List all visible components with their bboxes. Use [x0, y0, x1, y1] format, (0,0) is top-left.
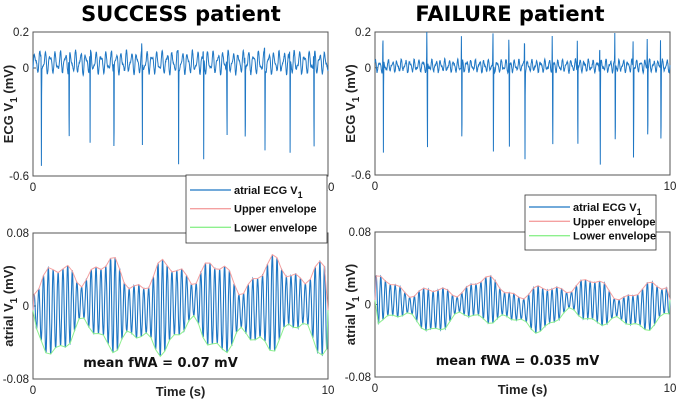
x-axis-label: Time (s) [498, 382, 548, 397]
x-tick-label: 0 [30, 182, 36, 194]
legend-label-sub: 1 [637, 207, 642, 217]
chart-title: FAILURE patient [415, 2, 604, 26]
y-axis-label-main: atrial V [343, 302, 358, 346]
legend-label-sub: 1 [298, 190, 303, 200]
x-tick-label: 10 [322, 385, 335, 397]
y-axis-label-sub: 1 [351, 96, 362, 102]
upper-envelope [374, 275, 671, 301]
legend-label: atrial ECG V1 [573, 202, 642, 217]
legend-label: Upper envelope [573, 216, 656, 228]
y-tick-label: 0.08 [349, 227, 371, 239]
y-axis-label-sub: 1 [9, 97, 20, 103]
legend: atrial ECG V1 Upper envelope Lower envelop… [185, 174, 328, 244]
y-tick-label: 0.2 [13, 27, 29, 39]
legend-label-text: Lower envelope [573, 231, 656, 243]
x-tick-label: 10 [664, 181, 677, 193]
y-axis-label-unit: (mV) [343, 64, 358, 97]
plot-area [374, 31, 671, 176]
x-axis-label: Time (s) [156, 384, 206, 399]
x-tick-label: 0 [30, 385, 36, 397]
y-tick-label: 0.2 [355, 27, 371, 39]
y-tick-label: 0.08 [7, 228, 29, 240]
atrial-trace [374, 274, 671, 334]
mean-fwa-annotation: mean fWA = 0.035 mV [436, 354, 600, 369]
y-axis-label-sub: 1 [9, 297, 20, 303]
chart-title: SUCCESS patient [81, 2, 281, 26]
x-tick-label: 10 [664, 383, 677, 395]
lower-envelope [32, 310, 329, 358]
y-tick-label: -0.6 [351, 170, 371, 182]
y-axis-label-main: ECG V [343, 102, 358, 143]
y-axis-label: atrial V1 (mV) [343, 264, 362, 345]
legend-label-text: Lower envelope [234, 222, 317, 234]
x-tick-label: 0 [372, 181, 378, 193]
lower-envelope [374, 299, 671, 334]
y-tick-label: -0.08 [3, 374, 29, 386]
y-axis-label-sub: 1 [351, 296, 362, 302]
y-axis-label: ECG V1 (mV) [343, 64, 362, 143]
legend-label: Lower envelope [573, 231, 656, 243]
legend-box [524, 194, 657, 251]
y-axis-label-unit: (mV) [1, 265, 16, 298]
y-tick-label: -0.6 [9, 171, 29, 183]
plot-area [32, 31, 329, 177]
legend-label-text: atrial ECG V [573, 202, 637, 214]
legend-label: Upper envelope [234, 204, 317, 216]
legend-label: atrial ECG V1 [234, 185, 303, 200]
y-tick-label: 0 [23, 301, 29, 313]
y-tick-label: 0 [365, 63, 371, 75]
legend-label-text: Upper envelope [234, 204, 317, 216]
y-tick-label: -0.08 [345, 372, 371, 384]
y-axis-label-main: atrial V [1, 303, 16, 347]
mean-fwa-annotation: mean fWA = 0.07 mV [83, 356, 238, 371]
upper-envelope [32, 253, 329, 311]
y-axis-label-main: ECG V [1, 102, 16, 143]
y-axis-label-unit: (mV) [343, 264, 358, 297]
legend-label: Lower envelope [234, 222, 317, 234]
y-axis-label: atrial V1 (mV) [1, 265, 20, 346]
y-axis-label-unit: (mV) [1, 65, 16, 98]
y-tick-label: 0 [365, 300, 371, 312]
y-axis-label: ECG V1 (mV) [1, 65, 20, 144]
y-tick-label: 0 [23, 63, 29, 75]
x-tick-label: 0 [372, 383, 378, 395]
legend-label-text: Upper envelope [573, 216, 656, 228]
atrial-trace [32, 254, 329, 357]
ecg-trace [32, 43, 329, 166]
ecg-trace [374, 31, 671, 165]
legend-label-text: atrial ECG V [234, 185, 298, 197]
